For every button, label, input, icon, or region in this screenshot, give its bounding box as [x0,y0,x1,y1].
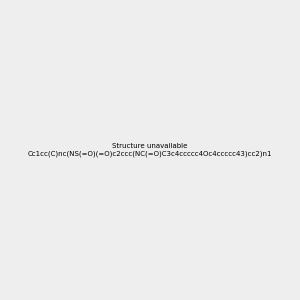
Text: Structure unavailable
Cc1cc(C)nc(NS(=O)(=O)c2ccc(NC(=O)C3c4ccccc4Oc4ccccc43)cc2): Structure unavailable Cc1cc(C)nc(NS(=O)(… [28,143,272,157]
